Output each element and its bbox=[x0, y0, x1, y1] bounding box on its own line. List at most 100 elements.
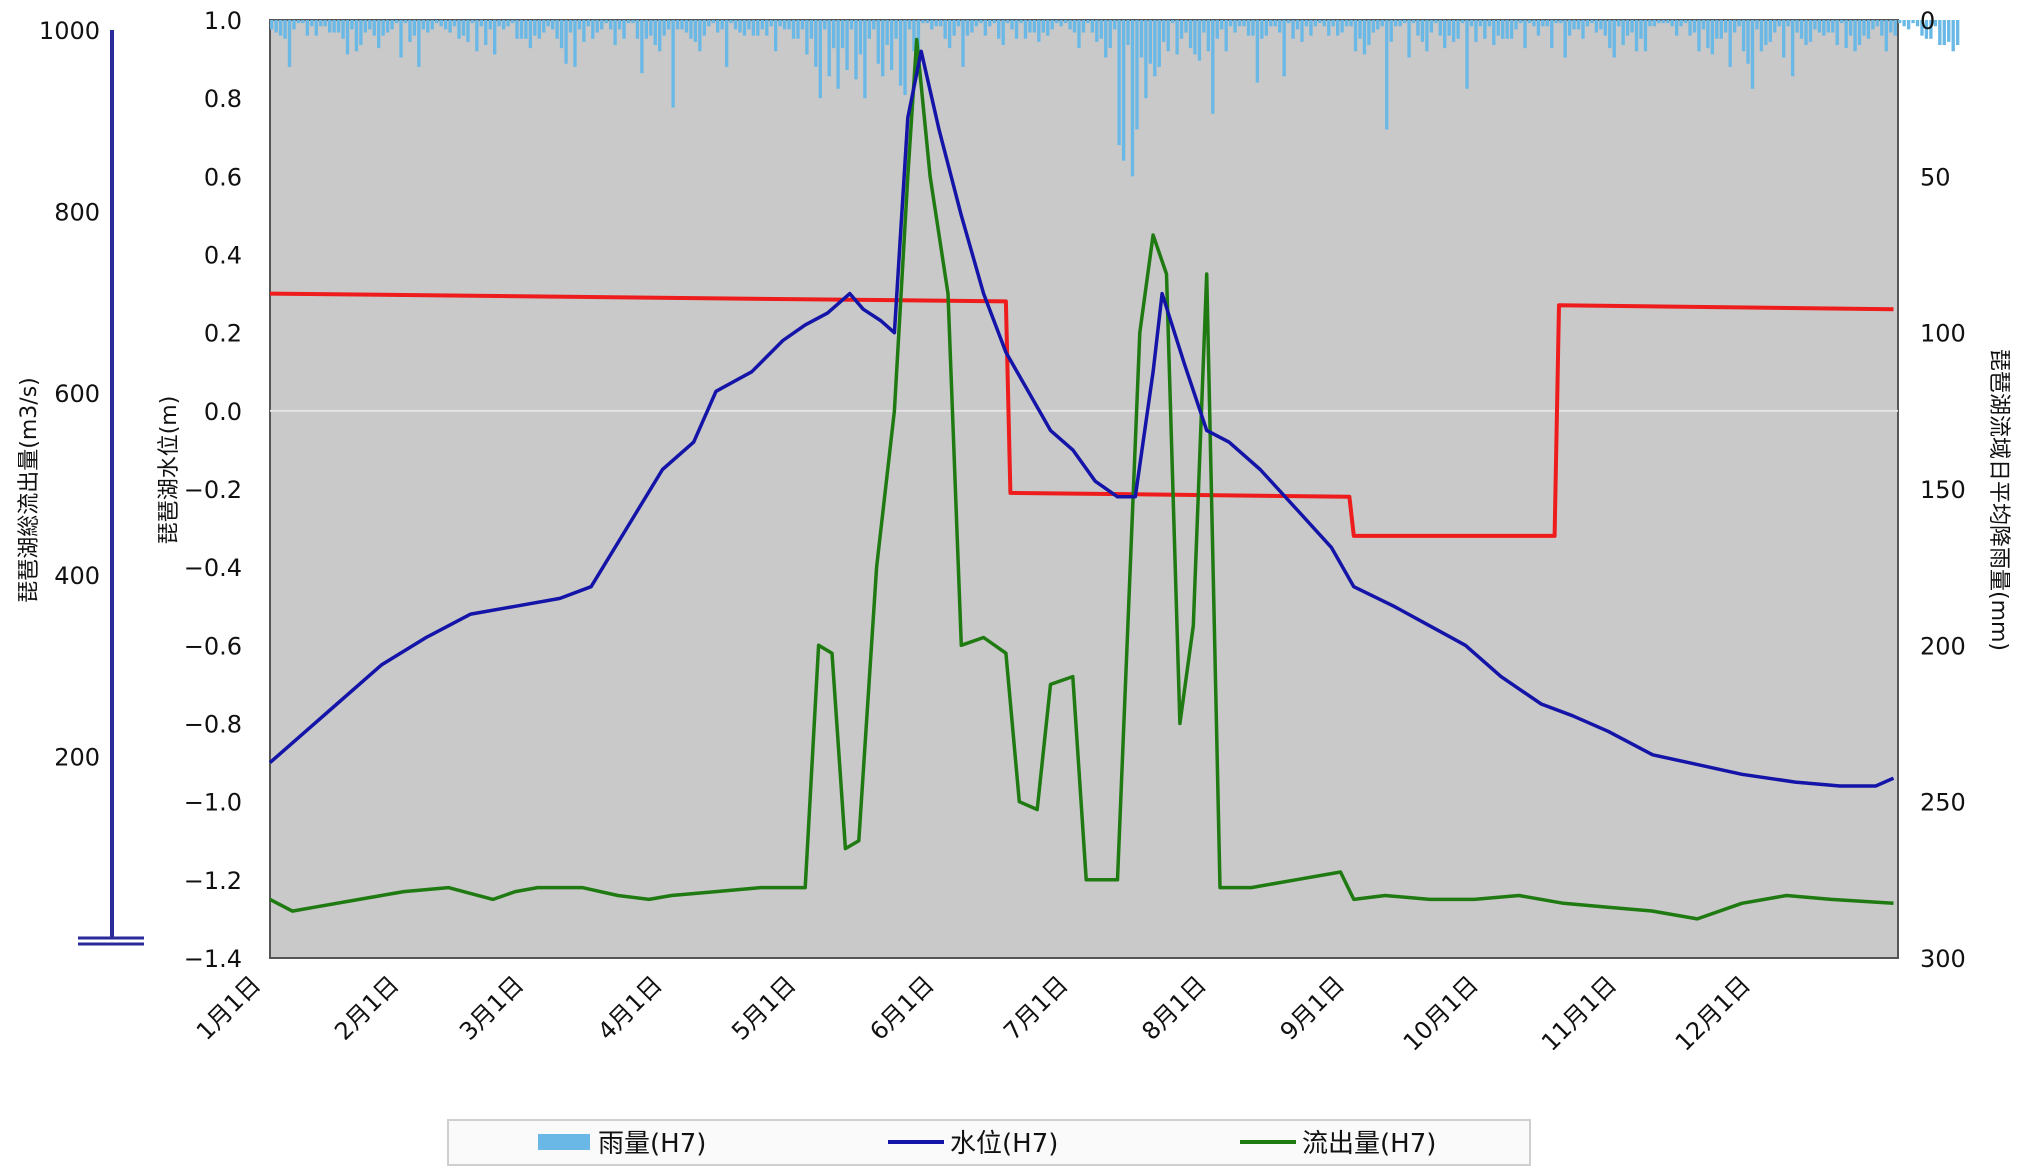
rain-bar bbox=[1211, 20, 1215, 114]
rain-bar bbox=[1380, 20, 1384, 27]
rain-bar bbox=[680, 20, 684, 30]
rain-bar bbox=[791, 20, 796, 39]
rain-bar bbox=[1010, 20, 1014, 30]
legend-box bbox=[447, 1119, 1531, 1166]
rain-bar bbox=[1215, 20, 1219, 39]
rain-bar bbox=[368, 20, 372, 30]
rain-bar bbox=[350, 20, 354, 30]
rain-bar bbox=[1790, 20, 1795, 77]
rain-bar bbox=[479, 20, 483, 27]
rain-bar bbox=[983, 20, 987, 36]
water-level-tick-label: −1.4 bbox=[184, 945, 242, 973]
rain-bar bbox=[760, 20, 764, 30]
rain-bar bbox=[394, 20, 399, 24]
rain-bar bbox=[1224, 20, 1228, 52]
rain-bar bbox=[1590, 20, 1594, 24]
rain-bar bbox=[1019, 20, 1023, 24]
outflow-tick-label: 600 bbox=[54, 380, 100, 408]
rain-bar bbox=[568, 20, 573, 33]
rain-bar bbox=[698, 20, 702, 52]
rain-bar bbox=[693, 20, 698, 42]
rain-bar bbox=[1077, 20, 1081, 49]
rain-bar bbox=[1648, 20, 1652, 27]
rain-bar bbox=[1630, 20, 1634, 33]
rain-bar bbox=[751, 20, 756, 36]
rain-bar bbox=[1737, 20, 1741, 27]
rain-bar bbox=[461, 20, 466, 36]
rain-bar bbox=[591, 20, 595, 39]
rain-bar bbox=[292, 20, 296, 30]
rain-bar bbox=[702, 20, 706, 36]
rain-bar bbox=[1193, 20, 1197, 55]
rain-bar bbox=[421, 20, 425, 30]
rain-bar bbox=[1336, 20, 1340, 36]
series-lines bbox=[268, 37, 1895, 921]
rain-bar bbox=[550, 20, 555, 30]
rain-bar bbox=[1898, 20, 1902, 24]
rain-bar bbox=[443, 20, 448, 30]
rain-bar bbox=[1826, 20, 1830, 33]
rainfall-tick-label: 100 bbox=[1920, 320, 1966, 348]
rain-bar bbox=[930, 20, 934, 30]
rain-bar bbox=[640, 20, 644, 74]
rain-bar bbox=[988, 20, 992, 27]
rain-bar bbox=[1795, 20, 1799, 33]
rain-bar bbox=[296, 20, 301, 24]
rain-bar bbox=[506, 20, 510, 27]
water-level-tick-label: −1.2 bbox=[184, 867, 242, 895]
outflow-tick-label: 800 bbox=[54, 199, 100, 227]
rain-bar bbox=[1764, 20, 1768, 46]
rain-bar bbox=[1460, 20, 1465, 24]
rain-bar bbox=[1563, 20, 1567, 58]
rain-bar bbox=[1050, 20, 1054, 30]
rain-bar bbox=[408, 20, 412, 42]
rain-bar bbox=[1599, 20, 1603, 30]
water-level-line bbox=[268, 49, 1895, 788]
rain-bar bbox=[1282, 20, 1286, 77]
rain-bar bbox=[1126, 20, 1130, 46]
rain-bar bbox=[675, 20, 680, 30]
rain-bar bbox=[528, 20, 533, 49]
rain-bar bbox=[1581, 20, 1585, 39]
rain-bar bbox=[1028, 20, 1032, 33]
rain-bar bbox=[774, 20, 778, 52]
rain-bar bbox=[934, 20, 938, 27]
rain-bar bbox=[889, 20, 894, 71]
rain-bar bbox=[1844, 20, 1848, 49]
rain-bar bbox=[426, 20, 430, 33]
rain-bar bbox=[1117, 20, 1121, 146]
rain-bar bbox=[1929, 20, 1933, 39]
rain-bar bbox=[747, 20, 751, 30]
plot-area bbox=[269, 19, 1899, 959]
rain-bar bbox=[1576, 20, 1581, 30]
outflow-tick-label: 1000 bbox=[39, 17, 100, 45]
rain-bar bbox=[270, 20, 274, 30]
rain-bar bbox=[497, 20, 501, 27]
rain-bar bbox=[956, 20, 961, 27]
rain-bar bbox=[840, 20, 845, 49]
rain-bar bbox=[1487, 20, 1491, 27]
rain-bar bbox=[649, 20, 653, 36]
rain-bar bbox=[439, 20, 443, 27]
rain-bar bbox=[997, 20, 1001, 39]
rain-bar bbox=[907, 20, 912, 30]
rain-bar bbox=[493, 20, 497, 55]
rain-bar bbox=[1170, 20, 1175, 24]
rain-bar bbox=[952, 20, 956, 36]
rain-bar bbox=[756, 20, 760, 36]
rain-bar bbox=[1420, 20, 1425, 42]
water-level-tick-label: −0.6 bbox=[184, 632, 242, 660]
rain-bar bbox=[1313, 20, 1318, 27]
rain-bar bbox=[943, 20, 947, 39]
rain-bar bbox=[1081, 20, 1086, 33]
rain-bar bbox=[961, 20, 965, 67]
water-level-tick-label: 0.4 bbox=[204, 242, 242, 270]
rain-bar bbox=[1621, 20, 1625, 46]
rain-bar bbox=[1318, 20, 1322, 24]
rain-bar bbox=[1322, 20, 1326, 27]
rain-bar bbox=[1072, 20, 1077, 33]
rain-bar bbox=[1840, 20, 1844, 24]
rain-bar bbox=[1295, 20, 1300, 30]
rain-bar bbox=[769, 20, 773, 27]
